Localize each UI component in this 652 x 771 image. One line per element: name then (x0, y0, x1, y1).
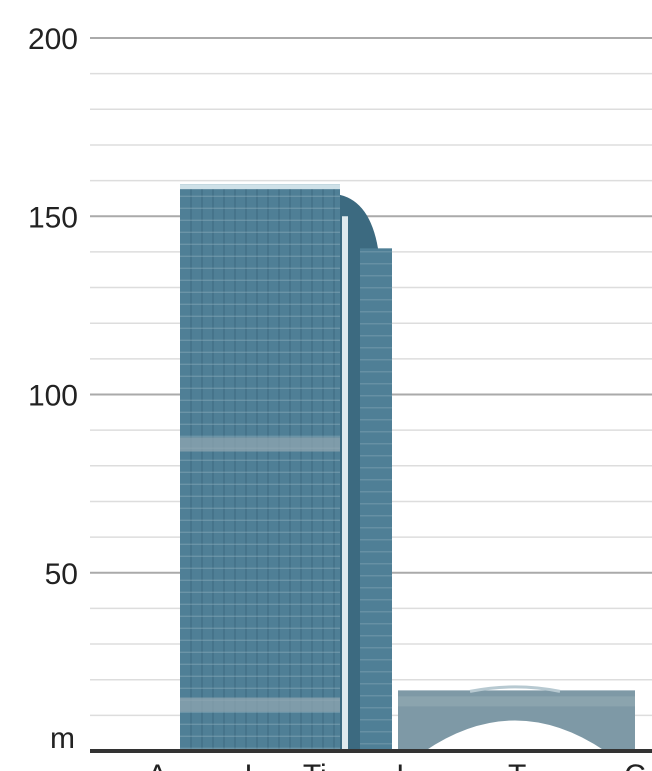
side-tower-body (360, 248, 392, 751)
main-tower (180, 184, 340, 752)
height-tick-label: 200 (28, 23, 78, 56)
building-name-label: L (245, 759, 262, 771)
buildings (180, 184, 635, 752)
height-tick-label: 100 (28, 380, 78, 413)
building-name-label: Ti (303, 759, 327, 771)
podium-window-band (398, 696, 635, 707)
crown (180, 184, 340, 190)
height-axis-labels: 50 100 150 200 (28, 23, 78, 591)
main-tower-body (180, 184, 340, 752)
bottom-labels: A L Ti L T C (147, 759, 646, 771)
podium (398, 685, 635, 751)
unit-label: m (50, 722, 75, 755)
height-tick-label: 50 (45, 558, 78, 591)
building-name-label: C (624, 759, 646, 771)
side-tower-edge (342, 216, 348, 751)
building-name-label: A (147, 759, 167, 771)
side-tower (340, 194, 392, 752)
building-name-label: T (508, 759, 526, 771)
mechanical-floor-band (180, 437, 340, 452)
building-name-label: L (396, 759, 413, 771)
mechanical-floor-band (180, 697, 340, 712)
height-tick-label: 150 (28, 201, 78, 234)
podium-roof-curve (469, 685, 561, 693)
